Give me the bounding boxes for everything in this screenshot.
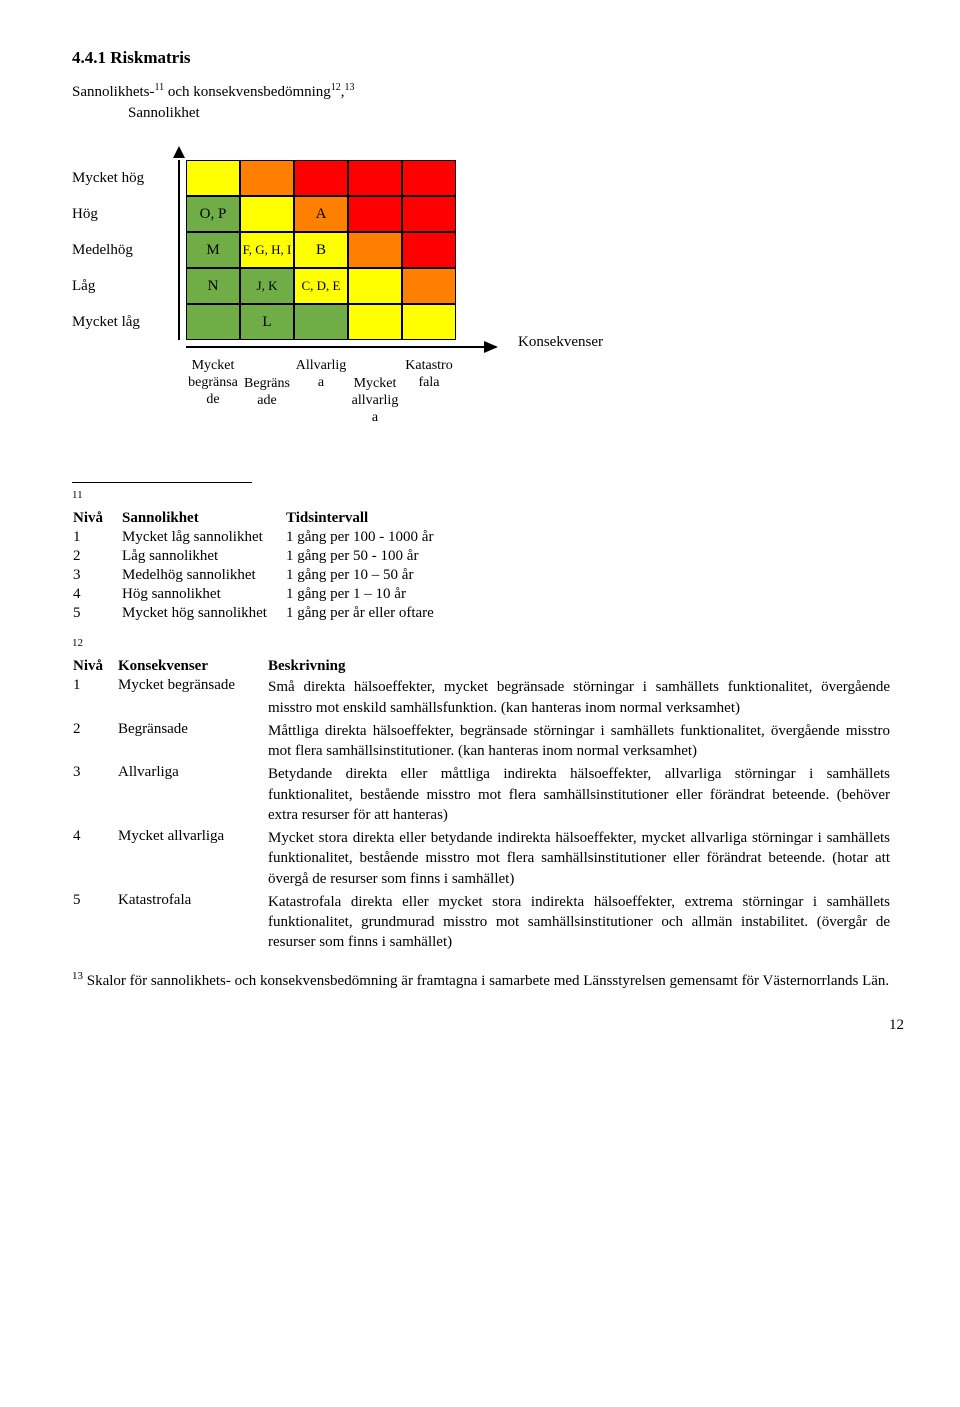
footnote-12-table: Nivå Konsekvenser Beskrivning 1Mycket be…	[72, 657, 904, 954]
matrix-cell	[402, 196, 456, 232]
matrix-cell: J, K	[240, 268, 294, 304]
table-row: 2BegränsadeMåttliga direkta hälsoeffekte…	[72, 720, 904, 764]
table-row: 4Hög sannolikhet1 gång per 1 – 10 år	[72, 585, 452, 604]
sup-11: 11	[155, 82, 165, 93]
matrix-cell: C, D, E	[294, 268, 348, 304]
konsekvenser-label: Konsekvenser	[518, 334, 603, 351]
xlabel-4: Katastrofala	[402, 354, 456, 426]
footnote-separator	[72, 482, 252, 483]
matrix-cell	[348, 304, 402, 340]
footnote-num-13: 13	[72, 970, 83, 982]
matrix-cell: M	[186, 232, 240, 268]
ylabel-0: Mycket hög	[72, 170, 172, 187]
footnote-13: 13 Skalor för sannolikhets- och konsekve…	[72, 969, 904, 991]
xlabel-0: Mycket begränsade	[186, 354, 240, 426]
matrix-cell	[240, 196, 294, 232]
matrix-cell	[402, 160, 456, 196]
matrix-cell: N	[186, 268, 240, 304]
matrix-row: N J, K C, D, E	[186, 268, 456, 304]
matrix-cell	[402, 268, 456, 304]
xlabel-1: Begränsade	[240, 354, 294, 426]
ylabel-3: Låg	[72, 278, 172, 295]
footnote-11: 11 Nivå Sannolikhet Tidsintervall 1Mycke…	[72, 489, 904, 623]
table-row: 5KatastrofalaKatastrofala direkta eller …	[72, 891, 904, 955]
fn12-h1: Konsekvenser	[117, 657, 267, 676]
matrix-row	[186, 160, 456, 196]
page-number: 12	[72, 1017, 904, 1034]
fn11-h1: Sannolikhet	[121, 509, 285, 528]
footnote-11-table: Nivå Sannolikhet Tidsintervall 1Mycket l…	[72, 509, 452, 623]
matrix-row: L	[186, 304, 456, 340]
matrix-cell	[294, 160, 348, 196]
sup-13: 13	[345, 82, 355, 93]
ylabel-1: Hög	[72, 206, 172, 223]
arrow-up-icon	[172, 146, 186, 160]
matrix-row: O, P A	[186, 196, 456, 232]
matrix-cell	[348, 196, 402, 232]
footnote-12: 12 Nivå Konsekvenser Beskrivning 1Mycket…	[72, 637, 904, 954]
matrix-cell	[186, 160, 240, 196]
matrix-row: M F, G, H, I B	[186, 232, 456, 268]
table-row: 2Låg sannolikhet1 gång per 50 - 100 år	[72, 547, 452, 566]
subhead-pre: Sannolikhets-	[72, 84, 155, 100]
matrix-cell: F, G, H, I	[240, 232, 294, 268]
matrix-cell	[348, 268, 402, 304]
fn11-h2: Tidsintervall	[285, 509, 452, 528]
matrix-cell	[348, 160, 402, 196]
matrix-cell	[186, 304, 240, 340]
footnote-num-12: 12	[72, 637, 83, 649]
arrow-right-icon	[484, 340, 500, 354]
table-row: 4Mycket allvarligaMycket stora direkta e…	[72, 827, 904, 891]
ylabel-2: Medelhög	[72, 242, 172, 259]
matrix-cell: A	[294, 196, 348, 232]
sup-12: 12	[331, 82, 341, 93]
matrix-cell	[348, 232, 402, 268]
matrix-cell	[402, 232, 456, 268]
closing-text: Skalor för sannolikhets- och konsekvensb…	[83, 973, 889, 989]
xlabel-3: Mycket allvarliga	[348, 354, 402, 426]
table-row: 1Mycket låg sannolikhet1 gång per 100 - …	[72, 528, 452, 547]
xlabel-2: Allvarliga	[294, 354, 348, 426]
subheading: Sannolikhets-11 och konsekvensbedömning1…	[72, 82, 904, 101]
matrix-cell	[402, 304, 456, 340]
fn12-h2: Beskrivning	[267, 657, 904, 676]
table-row: 3AllvarligaBetydande direkta eller måttl…	[72, 763, 904, 827]
table-row: 5Mycket hög sannolikhet1 gång per år ell…	[72, 604, 452, 623]
sannolikhet-axis-label: Sannolikhet	[128, 105, 904, 122]
fn11-h0: Nivå	[72, 509, 121, 528]
table-row: 3Medelhög sannolikhet1 gång per 10 – 50 …	[72, 566, 452, 585]
matrix-cell: B	[294, 232, 348, 268]
matrix-cell	[240, 160, 294, 196]
risk-matrix: Mycket hög Hög O, P A Medelhög M F, G, H…	[72, 146, 904, 426]
section-heading: 4.4.1 Riskmatris	[72, 48, 904, 68]
matrix-cell: O, P	[186, 196, 240, 232]
matrix-cell: L	[240, 304, 294, 340]
fn12-h0: Nivå	[72, 657, 117, 676]
ylabel-4: Mycket låg	[72, 314, 172, 331]
matrix-cell	[294, 304, 348, 340]
subhead-mid: och konsekvensbedömning	[164, 84, 331, 100]
table-row: 1Mycket begränsadeSmå direkta hälsoeffek…	[72, 676, 904, 720]
footnote-num-11: 11	[72, 489, 83, 501]
